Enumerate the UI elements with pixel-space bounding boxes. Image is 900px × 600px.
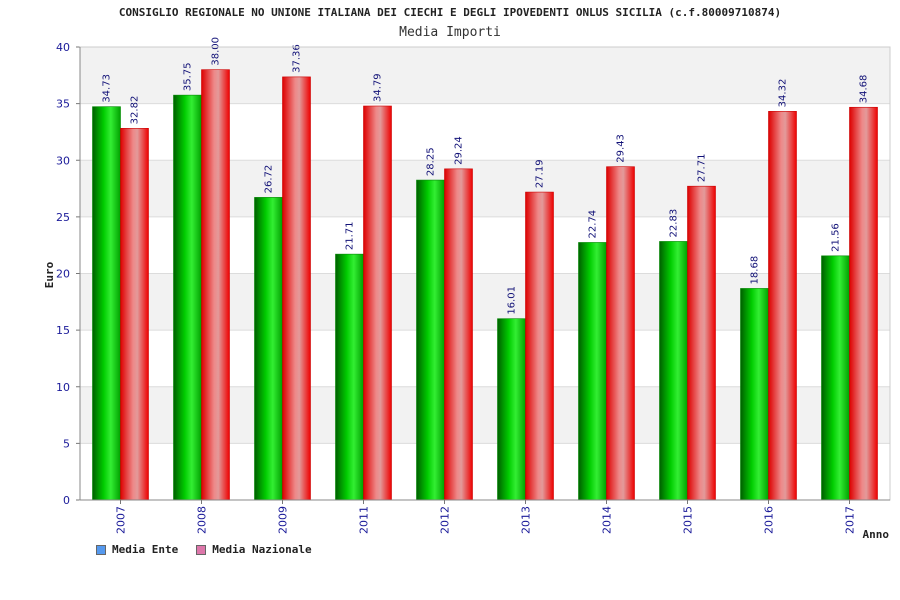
data-label-media-nazionale-2011: 34.79 [373,73,384,102]
bar-media-nazionale-2009 [282,76,311,501]
data-label-media-ente-2017: 21.56 [831,223,842,252]
data-label-media-ente-2008: 35.75 [183,62,194,91]
data-label-media-nazionale-2007: 32.82 [130,96,141,125]
data-label-media-nazionale-2016: 34.32 [778,79,789,108]
bar-media-nazionale-2012 [444,168,473,501]
bar-media-ente-2013 [497,318,526,501]
data-label-media-ente-2012: 28.25 [426,147,437,176]
bar-media-ente-2007 [92,106,121,501]
x-axis-title: Anno [863,528,890,541]
x-tick-label-2008: 2008 [196,506,209,534]
data-label-media-ente-2011: 21.71 [345,221,356,250]
bar-media-ente-2014 [578,242,607,501]
bar-media-ente-2016 [740,288,769,501]
bar-media-nazionale-2014 [606,166,635,501]
y-tick-label: 5 [63,437,70,450]
bar-media-ente-2008 [173,94,202,501]
data-label-media-nazionale-2014: 29.43 [616,134,627,163]
y-tick-label: 10 [56,381,70,394]
y-tick-label: 30 [56,154,70,167]
bar-media-ente-2009 [254,197,283,501]
x-tick-label-2017: 2017 [844,506,857,534]
y-tick-label: 25 [56,211,70,224]
bar-media-ente-2012 [416,179,445,501]
bar-media-nazionale-2015 [687,185,716,501]
data-label-media-ente-2014: 22.74 [588,210,599,239]
x-tick-label-2009: 2009 [277,506,290,534]
x-tick-label-2013: 2013 [520,506,533,534]
bar-media-nazionale-2008 [201,69,230,501]
legend-swatch-media-ente [96,544,106,555]
data-label-media-ente-2016: 18.68 [750,256,761,285]
data-label-media-ente-2007: 34.73 [102,74,113,103]
y-tick-label: 40 [56,41,70,54]
legend-item-media-nazionale: Media Nazionale [196,543,312,556]
x-tick-label-2012: 2012 [439,506,452,534]
bar-media-nazionale-2013 [525,191,554,501]
legend-item-media-ente: Media Ente [96,543,178,556]
y-axis-title: Euro [43,261,56,288]
y-tick-label: 15 [56,324,70,337]
bar-media-ente-2017 [821,255,850,501]
bar-media-nazionale-2016 [768,111,797,501]
legend-label-media-nazionale: Media Nazionale [212,543,312,556]
chart-subtitle: Media Importi [399,25,501,40]
bar-media-ente-2011 [335,253,364,501]
bar-media-nazionale-2007 [120,128,149,501]
y-tick-label: 35 [56,98,70,111]
x-tick-label-2016: 2016 [763,506,776,534]
data-label-media-ente-2013: 16.01 [507,286,518,315]
y-tick-label: 20 [56,268,70,281]
chart-legend: Media Ente Media Nazionale [96,543,312,556]
bar-media-ente-2015 [659,241,688,501]
bar-media-nazionale-2017 [849,106,878,501]
legend-swatch-media-nazionale [196,544,207,555]
x-tick-label-2015: 2015 [682,506,695,534]
chart-title: CONSIGLIO REGIONALE NO UNIONE ITALIANA D… [118,6,782,19]
y-tick-label: 0 [63,494,70,507]
legend-label-media-ente: Media Ente [112,543,179,556]
bar-media-nazionale-2011 [363,105,392,501]
data-label-media-nazionale-2012: 29.24 [454,136,465,165]
x-tick-label-2011: 2011 [358,506,371,534]
x-tick-label-2007: 2007 [115,506,128,534]
data-label-media-nazionale-2015: 27.71 [697,154,708,183]
data-label-media-nazionale-2008: 38.00 [211,37,222,66]
data-label-media-ente-2015: 22.83 [669,209,680,238]
data-label-media-nazionale-2013: 27.19 [535,159,546,188]
data-label-media-nazionale-2009: 37.36 [292,44,303,73]
data-label-media-nazionale-2017: 34.68 [859,75,870,104]
data-label-media-ente-2009: 26.72 [264,165,275,194]
x-tick-label-2014: 2014 [601,506,614,534]
